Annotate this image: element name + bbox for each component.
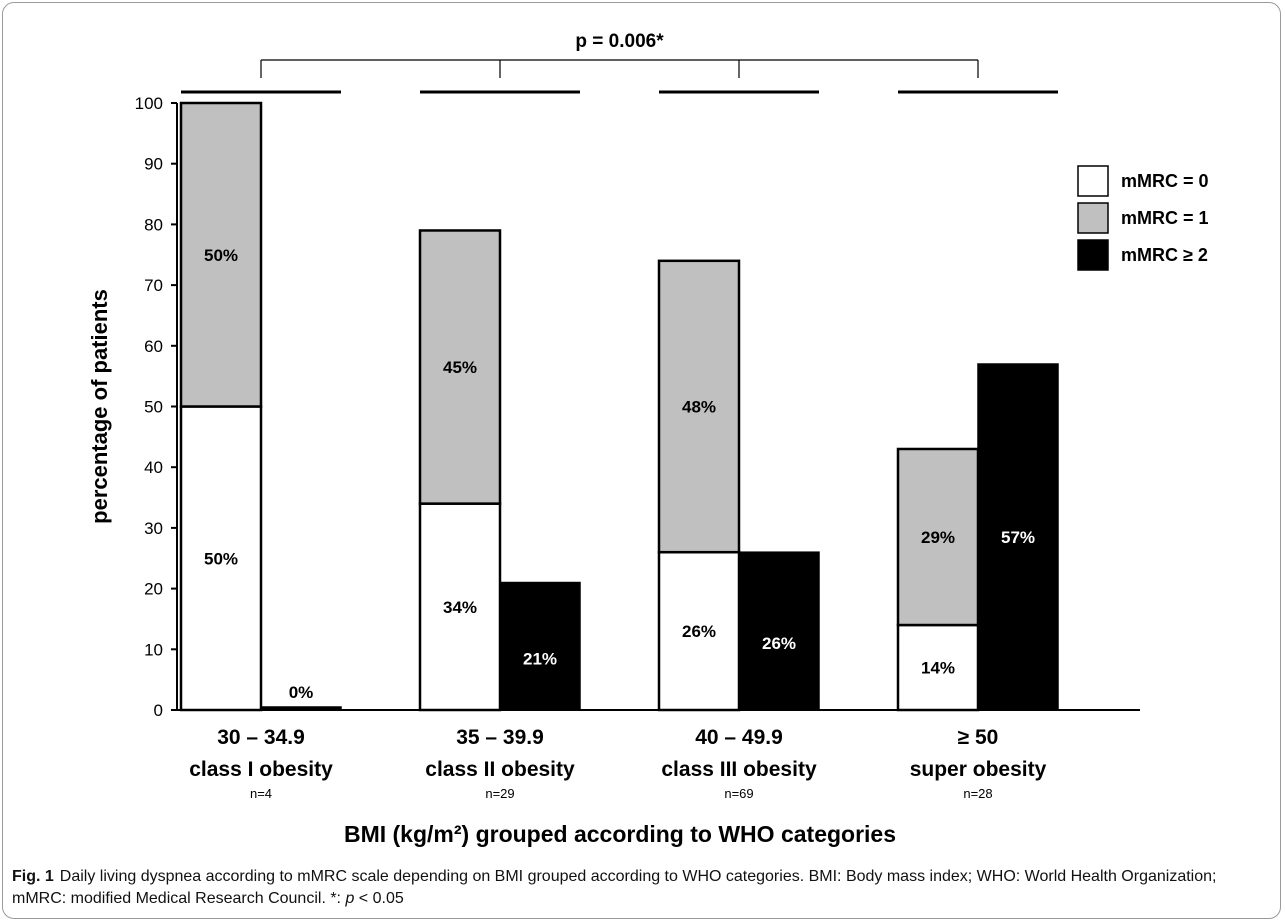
x-tick-n: n=28 [963,786,992,801]
bar-mmrc2 [500,583,580,710]
x-tick-range: 30 – 34.9 [217,726,305,749]
data-label-mmrc1: 48% [682,398,716,417]
data-label-mmrc1: 50% [204,246,238,265]
x-axis-title: BMI (kg/m²) grouped according to WHO cat… [344,821,896,847]
significance-label: p = 0.006* [575,31,664,52]
legend-label: mMRC = 1 [1121,208,1209,228]
x-tick-range: ≥ 50 [958,726,999,749]
y-tick-label: 90 [144,155,163,174]
x-tick-range: 40 – 49.9 [695,726,783,749]
x-tick-class: class I obesity [189,758,333,781]
y-tick-label: 100 [135,94,163,113]
legend-label: mMRC ≥ 2 [1121,245,1208,265]
y-tick-label: 70 [144,276,163,295]
x-tick-range: 35 – 39.9 [456,726,544,749]
legend-swatch [1078,166,1108,196]
data-label-mmrc0: 34% [443,598,477,617]
caption-threshold: < 0.05 [354,890,403,907]
legend-swatch [1078,203,1108,233]
y-axis-title: percentage of patients [87,289,112,524]
data-label-mmrc1: 29% [921,528,955,547]
y-tick-label: 60 [144,337,163,356]
bar-mmrc2 [261,707,341,710]
x-tick-n: n=29 [485,786,514,801]
data-label-mmrc0: 14% [921,659,955,678]
x-tick-n: n=69 [724,786,753,801]
y-tick-label: 50 [144,398,163,417]
legend-swatch [1078,240,1108,270]
x-tick-class: class II obesity [425,758,575,781]
caption-text: Daily living dyspnea according to mMRC s… [12,868,1216,907]
y-tick-label: 20 [144,580,163,599]
data-label-mmrc2: 0% [289,683,314,702]
data-label-mmrc2: 57% [1001,528,1035,547]
legend-label: mMRC = 0 [1121,171,1209,191]
stacked-bar-chart: 0 10 20 30 40 50 60 70 80 90 100 percentage of pati… [0,0,1285,860]
y-tick-label: 30 [144,519,163,538]
y-tick-label: 0 [154,701,163,720]
data-label-mmrc2: 21% [523,649,557,668]
data-label-mmrc0: 50% [204,549,238,568]
y-tick-label: 10 [144,640,163,659]
x-tick-class: super obesity [910,758,1047,781]
bar-mmrc2 [739,552,819,710]
data-label-mmrc2: 26% [762,634,796,653]
y-tick-label: 80 [144,215,163,234]
x-tick-n: n=4 [250,786,272,801]
data-label-mmrc1: 45% [443,358,477,377]
figure-caption: Fig. 1 Daily living dyspnea according to … [12,866,1274,910]
x-tick-class: class III obesity [661,758,817,781]
data-label-mmrc0: 26% [682,622,716,641]
caption-label: Fig. 1 [12,868,54,885]
y-tick-label: 40 [144,458,163,477]
